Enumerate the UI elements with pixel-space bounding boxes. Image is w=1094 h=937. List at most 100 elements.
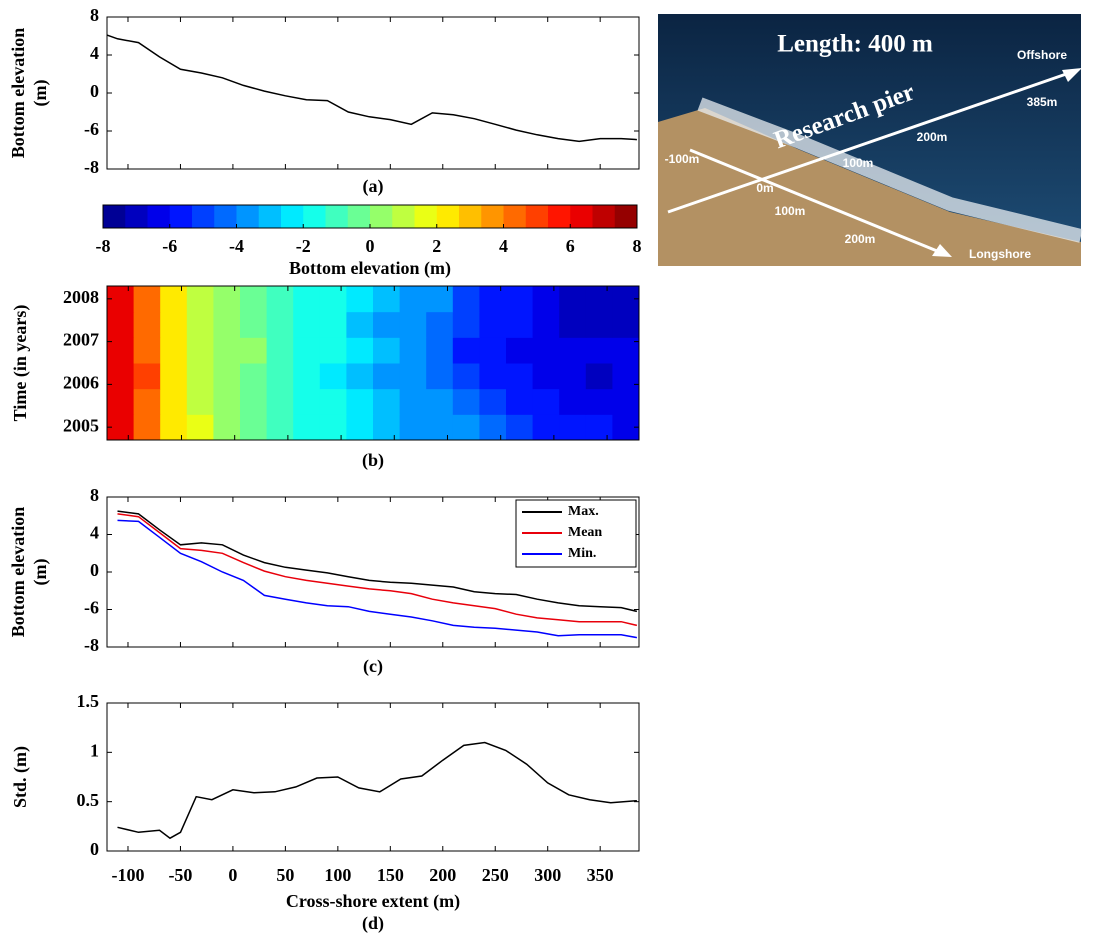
heatmap-cell — [399, 363, 427, 390]
colorbar-tick-label: -8 — [96, 236, 111, 256]
heatmap-cell — [452, 311, 480, 338]
heatmap-cell — [346, 311, 374, 338]
heatmap-cell — [426, 363, 454, 390]
x-tick-label: 0 — [228, 865, 237, 885]
panel-caption: (d) — [362, 913, 384, 934]
colorbar-step — [347, 205, 371, 228]
heatmap-cell — [160, 363, 188, 390]
colorbar-step — [548, 205, 571, 228]
legend-label: Mean — [568, 525, 602, 540]
colorbar-step — [281, 205, 304, 228]
heatmap-cell — [452, 286, 480, 313]
heatmap-cell — [426, 286, 454, 313]
heatmap-cell — [107, 388, 135, 415]
x-tick-label: 200 — [429, 865, 456, 885]
heatmap-cell — [293, 414, 321, 441]
colorbar-step — [236, 205, 260, 228]
colorbar-tick-label: -6 — [162, 236, 177, 256]
x-tick-label: -50 — [168, 865, 192, 885]
heatmap-cell — [293, 388, 321, 415]
heatmap-cell — [293, 311, 321, 338]
heatmap-cell — [133, 388, 161, 415]
colorbar-tick-label: 8 — [633, 236, 642, 256]
heatmap-cell — [319, 311, 347, 338]
heatmap-cell — [479, 337, 507, 364]
heatmap-cell — [559, 414, 587, 441]
x-tick-label: 350 — [587, 865, 614, 885]
heatmap-cell — [479, 311, 507, 338]
colorbar-tick-label: 2 — [432, 236, 441, 256]
y-axis-label: (m) — [30, 80, 51, 107]
plot-frame — [106, 16, 640, 170]
y-tick-label: 2005 — [63, 415, 99, 435]
heatmap-cell — [346, 286, 374, 313]
colorbar-tick-label: 4 — [499, 236, 508, 256]
distance-label: 385m — [1027, 95, 1058, 109]
y-tick-label: 2006 — [63, 373, 99, 393]
heatmap-cell — [186, 337, 214, 364]
heatmap-cell — [186, 311, 214, 338]
y-tick-label: 8 — [90, 485, 99, 505]
colorbar-step — [303, 205, 326, 228]
colorbar-step — [214, 205, 237, 228]
heatmap-cell — [373, 363, 401, 390]
heatmap-cell — [133, 311, 161, 338]
heatmap-cell — [373, 414, 401, 441]
arrow-head — [932, 244, 952, 257]
heatmap-cell — [426, 311, 454, 338]
heatmap-cell — [186, 414, 214, 441]
heatmap-cell — [585, 311, 613, 338]
colorbar-step — [392, 205, 415, 228]
heatmap-cell — [319, 337, 347, 364]
heatmap-cell — [559, 337, 587, 364]
heatmap-cell — [585, 337, 613, 364]
heatmap-cell — [452, 388, 480, 415]
heatmap-cell — [506, 414, 534, 441]
colorbar-step — [503, 205, 527, 228]
y-tick-label: -6 — [84, 119, 99, 139]
distance-label: 100m — [843, 156, 874, 170]
heatmap-cell — [266, 414, 294, 441]
colorbar-tick-label: -2 — [296, 236, 311, 256]
legend-label: Min. — [568, 546, 596, 561]
colorbar-step — [325, 205, 349, 228]
heatmap-cell — [319, 388, 347, 415]
heatmap-cell — [585, 388, 613, 415]
data-line — [117, 513, 638, 627]
y-axis-label: Bottom elevation — [8, 507, 28, 637]
panel-caption: (c) — [363, 656, 383, 677]
colorbar-step — [414, 205, 438, 228]
y-tick-label: -8 — [84, 635, 99, 655]
heatmap-cell — [266, 363, 294, 390]
heatmap-cell — [133, 337, 161, 364]
heatmap-cell — [346, 414, 374, 441]
heatmap-cell — [506, 286, 534, 313]
colorbar-step — [525, 205, 549, 228]
y-tick-label: 1 — [90, 740, 99, 760]
longshore-axis — [689, 148, 943, 255]
heatmap-cell — [452, 337, 480, 364]
heatmap-cell — [213, 311, 241, 338]
photo-beach — [658, 108, 1081, 266]
distance-label: 200m — [845, 232, 876, 246]
heatmap-cell — [213, 363, 241, 390]
panel-caption: (a) — [363, 176, 384, 197]
y-tick-label: 8 — [90, 5, 99, 25]
y-tick-label: 2008 — [63, 287, 99, 307]
heatmap-cell — [506, 388, 534, 415]
y-tick-label: 0 — [90, 81, 99, 101]
offshore-label: Offshore — [1017, 48, 1067, 62]
heatmap-cell — [293, 286, 321, 313]
x-axis-label: Cross-shore extent (m) — [286, 891, 460, 912]
heatmap-cell — [559, 286, 587, 313]
y-axis-label: Std. (m) — [10, 746, 31, 808]
heatmap-cell — [532, 311, 560, 338]
heatmap-cell — [373, 388, 401, 415]
heatmap-cell — [399, 414, 427, 441]
y-tick-label: -6 — [84, 598, 99, 618]
heatmap-cell — [452, 363, 480, 390]
y-tick-label: 0.5 — [77, 790, 100, 810]
x-tick-label: 150 — [377, 865, 404, 885]
heatmap-cell — [160, 337, 188, 364]
heatmap-cell — [240, 311, 268, 338]
